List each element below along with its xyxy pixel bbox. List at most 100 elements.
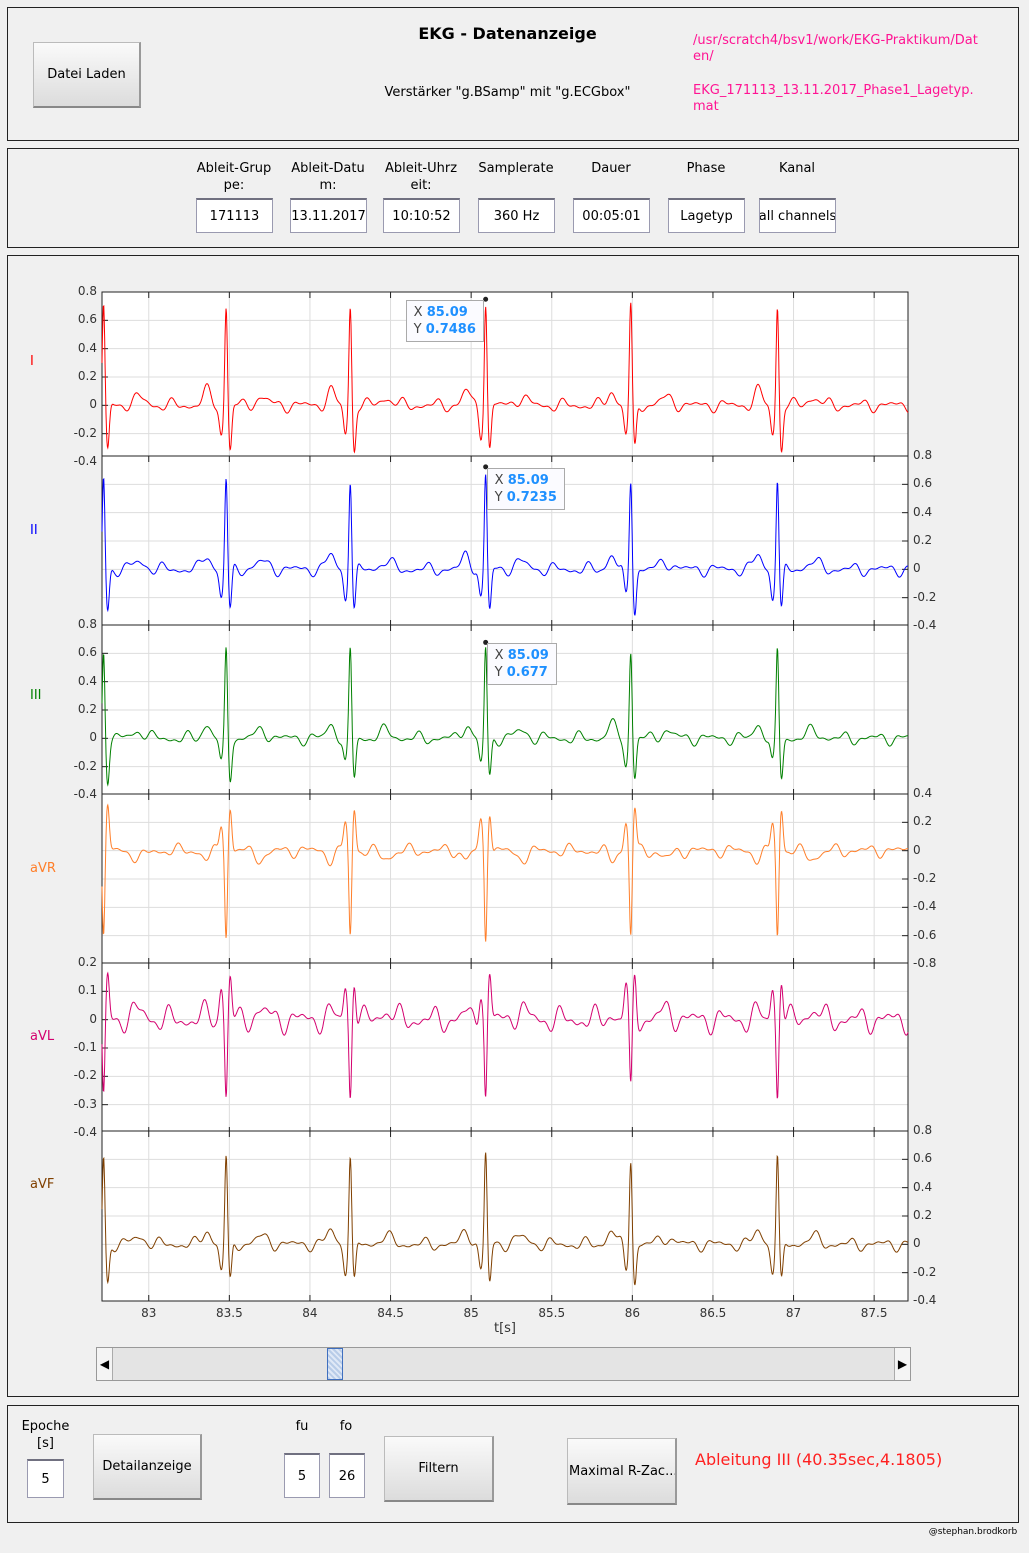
- y-tick-label: 0.4: [913, 1179, 933, 1194]
- x-tick-label: 84: [302, 1306, 318, 1320]
- y-tick-label: -0.4: [73, 787, 97, 801]
- x-tick-label: 86.5: [699, 1306, 727, 1320]
- y-tick-label: -0.2: [73, 758, 97, 773]
- y-tick-label: 0: [89, 397, 97, 412]
- y-tick-label: 0.6: [77, 645, 97, 660]
- y-tick-label: -0.2: [73, 425, 97, 440]
- y-tick-label: 0.2: [913, 1208, 933, 1222]
- y-tick-label: 0.6: [913, 1151, 933, 1166]
- y-tick-label: 0.4: [77, 340, 97, 355]
- info-value: Lagetyp: [668, 198, 745, 233]
- info-value: 171113: [196, 198, 273, 233]
- y-tick-label: 0.6: [77, 312, 97, 327]
- credit-text: @stephan.brodkorb: [928, 1527, 1018, 1537]
- datatip-x-label: X: [413, 305, 423, 321]
- y-tick-label: 0.2: [77, 702, 97, 716]
- y-tick-label: 0.4: [77, 673, 97, 688]
- y-tick-label: -0.4: [913, 1293, 937, 1307]
- datatip-y-value: 0.7235: [506, 489, 557, 505]
- datatip-y-value: 0.7486: [425, 322, 476, 338]
- x-tick-label: 83: [141, 1306, 157, 1320]
- ecg-trace-aVF: [101, 1152, 909, 1286]
- info-label: Ableit-Datum:: [291, 161, 365, 193]
- datatip-y-label: Y: [494, 665, 503, 681]
- x-tick-label: 86: [624, 1306, 640, 1320]
- y-tick-label: 0.2: [77, 955, 97, 969]
- y-tick-label: -0.2: [73, 1068, 97, 1083]
- y-tick-label: 0.1: [77, 983, 97, 998]
- datatip-x-value: 85.09: [426, 305, 468, 321]
- info-panel: [7, 148, 1019, 248]
- y-tick-label: -0.2: [913, 871, 937, 885]
- datatip-y-value: 0.677: [506, 665, 548, 681]
- y-tick-label: 0: [913, 842, 921, 857]
- datatip[interactable]: X 85.09 Y 0.677: [486, 643, 557, 686]
- epoch-label: Epoche [s]: [21, 1419, 70, 1451]
- info-label: Ableit-Gruppe:: [196, 161, 272, 193]
- scroll-thumb[interactable]: [326, 1348, 343, 1380]
- max-r-peak-button[interactable]: Maximal R-Zac...: [567, 1438, 677, 1505]
- y-tick-label: -0.1: [73, 1040, 97, 1054]
- info-value: 00:05:01: [573, 198, 650, 233]
- datatip-x-label: X: [494, 472, 504, 488]
- time-scrollbar[interactable]: ◀ ▶: [96, 1347, 911, 1381]
- y-tick-label: 0: [913, 561, 921, 576]
- datatip-y-label: Y: [413, 322, 422, 338]
- y-tick-label: 0.6: [913, 476, 933, 491]
- datatip-x-value: 85.09: [507, 648, 549, 664]
- x-axis-label: t[s]: [493, 1321, 516, 1336]
- x-tick-label: 85.5: [538, 1306, 566, 1320]
- y-tick-label: -0.3: [73, 1096, 97, 1111]
- x-tick-label: 85: [463, 1306, 479, 1320]
- channel-label-aVF: aVF: [30, 1177, 55, 1192]
- channel-label-I: I: [30, 354, 34, 369]
- ecg-trace-II: [101, 474, 909, 616]
- ecg-plots: [101, 291, 909, 1302]
- info-label: Phase: [686, 161, 726, 176]
- ecg-trace-III: [101, 647, 908, 787]
- y-tick-label: -0.8: [913, 956, 937, 970]
- y-tick-label: 0.2: [913, 814, 933, 829]
- datatip[interactable]: X 85.09 Y 0.7235: [486, 467, 565, 510]
- y-tick-label: 0.8: [913, 448, 933, 462]
- filter-button[interactable]: Filtern: [384, 1436, 494, 1502]
- controls-panel: [7, 1405, 1019, 1523]
- y-tick-label: 0.8: [77, 284, 97, 298]
- y-tick-label: 0: [89, 730, 97, 745]
- y-tick-label: 0: [89, 1011, 97, 1026]
- x-tick-label: 84.5: [377, 1306, 404, 1320]
- info-label: Samplerate: [478, 161, 554, 176]
- y-tick-label: -0.2: [913, 589, 937, 604]
- datatip[interactable]: X 85.09 Y 0.7486: [405, 300, 484, 343]
- detail-view-button[interactable]: Detailanzeige: [93, 1434, 202, 1500]
- fu-input[interactable]: 5: [284, 1453, 320, 1498]
- x-tick-label: 87.5: [860, 1306, 888, 1320]
- ecg-trace-aVR: [101, 803, 909, 942]
- channel-label-aVR: aVR: [30, 861, 56, 876]
- y-tick-label: 0.8: [77, 617, 97, 631]
- channel-label-II: II: [30, 523, 38, 538]
- plot-panel: [7, 255, 1019, 1397]
- y-tick-label: 0.8: [913, 1123, 933, 1137]
- load-file-button[interactable]: Datei Laden: [33, 42, 141, 108]
- page-title: EKG - Datenanzeige: [418, 24, 597, 43]
- fo-label: fo: [339, 1419, 353, 1434]
- info-value: all channels: [759, 198, 836, 233]
- info-label: Kanal: [778, 161, 816, 176]
- epoch-input[interactable]: 5: [27, 1459, 64, 1498]
- scroll-right-arrow-icon[interactable]: ▶: [894, 1348, 910, 1380]
- y-tick-label: 0.2: [913, 533, 933, 547]
- ecg-trace-aVL: [101, 971, 909, 1099]
- info-value: 360 Hz: [478, 198, 555, 233]
- x-tick-label: 83.5: [215, 1306, 243, 1320]
- y-tick-label: 0.4: [913, 786, 933, 800]
- y-tick-label: 0: [913, 1236, 921, 1251]
- datatip-marker: [483, 296, 489, 302]
- fu-label: fu: [295, 1419, 309, 1434]
- fo-input[interactable]: 26: [329, 1453, 365, 1498]
- y-tick-label: -0.4: [913, 899, 937, 914]
- scroll-left-arrow-icon[interactable]: ◀: [97, 1348, 113, 1380]
- y-tick-label: 0.2: [77, 369, 97, 383]
- y-tick-label: 0.4: [913, 504, 933, 519]
- y-tick-label: -0.4: [913, 618, 937, 632]
